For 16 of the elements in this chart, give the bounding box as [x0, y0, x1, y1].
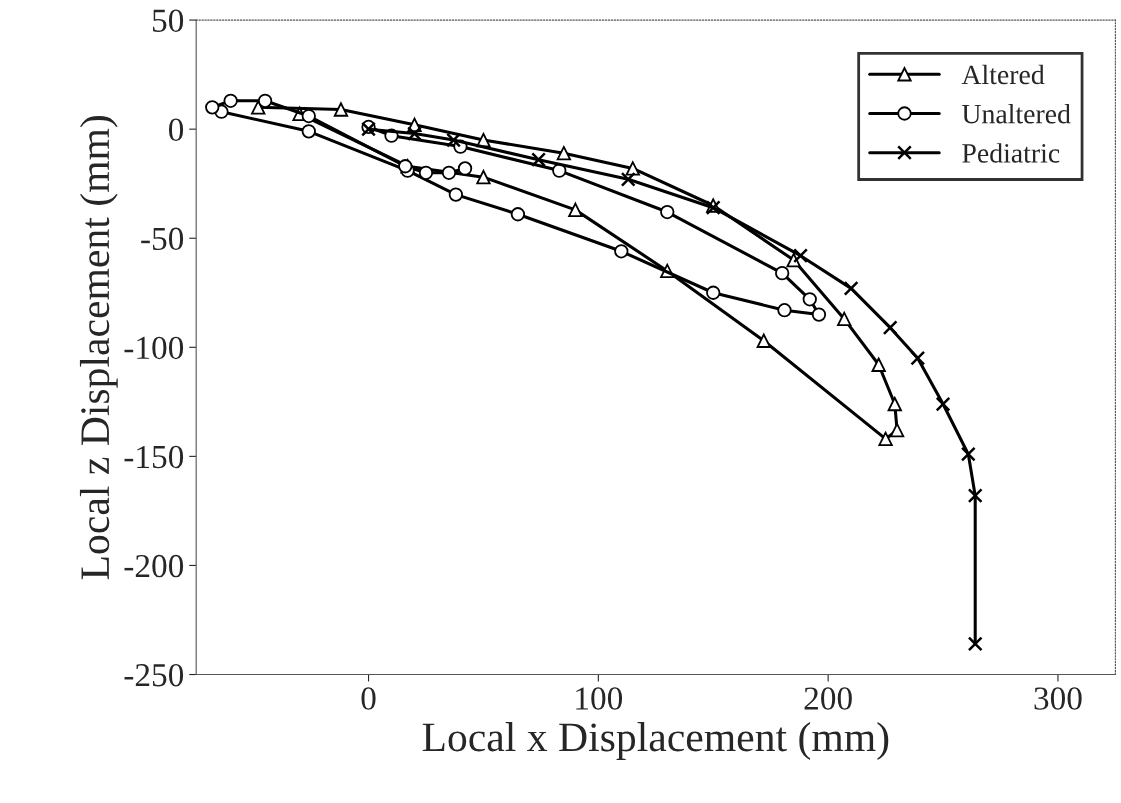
y-tick-label: -250: [124, 663, 184, 687]
y-axis-title: Local z Displacement (mm): [79, 116, 118, 580]
x-tick-label: 100: [576, 687, 623, 710]
x-tick-label: 300: [1034, 687, 1082, 710]
y-tick-label: 0: [168, 118, 184, 142]
y-tick-label: 50: [152, 9, 184, 32]
y-tick-label: -150: [124, 445, 184, 469]
y-tick-label: -100: [124, 336, 184, 360]
legend-label: Pediatric: [962, 143, 1060, 163]
legend-label: Altered: [961, 64, 1045, 85]
x-axis-title: Local x Displacement (mm): [422, 722, 889, 760]
y-tick-label: -50: [141, 227, 184, 251]
x-tick-label: 0: [361, 687, 376, 710]
y-tick-label: -200: [124, 554, 184, 578]
legend-label: Unaltered: [962, 103, 1071, 124]
x-tick-label: 200: [804, 687, 852, 710]
